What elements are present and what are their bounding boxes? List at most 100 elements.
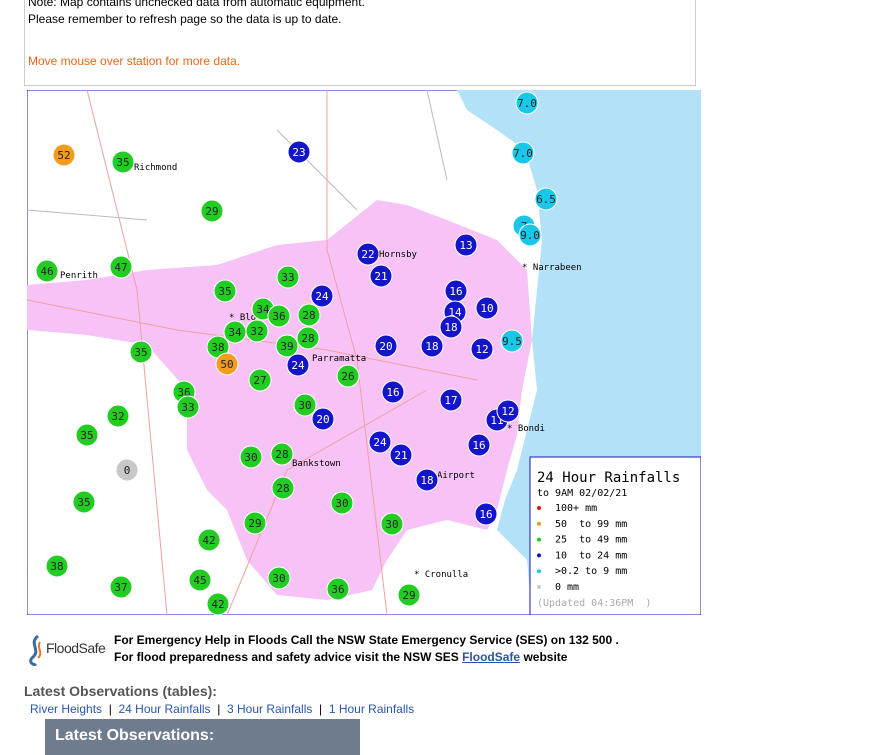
station <box>200 199 224 223</box>
obs-link[interactable]: 1 Hour Rainfalls <box>328 702 415 716</box>
station <box>326 577 350 601</box>
advice-text: For flood preparedness and safety advice… <box>114 650 567 664</box>
station <box>297 303 321 327</box>
station <box>374 334 398 358</box>
station <box>356 242 380 266</box>
urban-area <box>27 200 532 600</box>
station-value: 20 <box>316 413 329 426</box>
station <box>475 296 499 320</box>
legend-dot <box>537 585 541 589</box>
place-label: Richmond <box>134 163 177 173</box>
station-value: 20 <box>379 340 392 353</box>
station-value: 24 <box>373 436 387 449</box>
station <box>397 583 421 607</box>
station-value: 30 <box>272 572 285 585</box>
station-value: 18 <box>425 340 438 353</box>
legend-label: 0 mm <box>555 582 579 593</box>
station-value: 30 <box>385 518 398 531</box>
station-value: 16 <box>472 439 485 452</box>
station-value: 24 <box>315 290 329 303</box>
station-value: 0 <box>124 464 131 477</box>
legend-dot <box>537 569 541 574</box>
place-label: Parramatta <box>312 354 366 364</box>
station-value: 28 <box>275 448 288 461</box>
station <box>369 264 393 288</box>
station <box>35 259 59 283</box>
station <box>276 265 300 289</box>
station-value: 42 <box>202 534 215 547</box>
station-value: 12 <box>475 343 488 356</box>
station-value: 30 <box>335 497 348 510</box>
station-value: 27 <box>253 374 266 387</box>
station-value: 35 <box>80 429 93 442</box>
place-label: * Cronulla <box>414 570 468 580</box>
station <box>474 502 498 526</box>
station-value: 35 <box>77 496 90 509</box>
place-label: Bankstown <box>292 459 341 469</box>
obs-links: River Heights | 24 Hour Rainfalls | 3 Ho… <box>30 702 414 716</box>
station <box>515 91 539 115</box>
legend-label: 25 to 49 mm <box>555 535 627 546</box>
advice: For flood preparedness and safety advice… <box>114 650 463 664</box>
station <box>439 315 463 339</box>
station <box>245 319 269 343</box>
station <box>296 326 320 350</box>
station-value: 17 <box>444 394 457 407</box>
obs-link[interactable]: 3 Hour Rainfalls <box>226 702 313 716</box>
station <box>311 407 335 431</box>
station <box>470 337 494 361</box>
obs-link[interactable]: River Heights <box>30 702 103 716</box>
station-value: 30 <box>244 451 257 464</box>
station <box>275 334 299 358</box>
legend-dot <box>537 506 541 510</box>
legend-label: 10 to 24 mm <box>555 550 627 561</box>
separator: | <box>312 702 329 716</box>
obs-link[interactable]: 24 Hour Rainfalls <box>118 702 211 716</box>
station-value: 32 <box>250 325 263 338</box>
legend-updated: (Updated 04:36PM ) <box>537 598 651 609</box>
floodsafe-logo: FloodSafe <box>24 632 112 666</box>
station <box>72 490 96 514</box>
station <box>75 423 99 447</box>
station <box>381 380 405 404</box>
legend-label: >0.2 to 9 mm <box>555 566 627 577</box>
station-value: 29 <box>205 205 218 218</box>
legend-subtitle: to 9AM 02/02/21 <box>537 488 627 499</box>
station <box>286 353 310 377</box>
separator: | <box>210 702 227 716</box>
station-value: 10 <box>480 302 493 315</box>
station-value: 21 <box>394 449 407 462</box>
station-value: 24 <box>291 359 305 372</box>
station-value: 36 <box>331 583 344 596</box>
station <box>267 304 291 328</box>
station-value: 47 <box>114 261 127 274</box>
station <box>511 141 535 165</box>
station <box>215 352 239 376</box>
station <box>239 445 263 469</box>
station-value: 6.5 <box>536 193 556 206</box>
station <box>111 150 135 174</box>
separator: | <box>102 702 119 716</box>
station <box>176 395 200 419</box>
station <box>534 187 558 211</box>
place-label: Airport <box>437 471 475 481</box>
logo-icon <box>29 634 42 666</box>
station <box>287 140 311 164</box>
place-label: * Bondi <box>507 424 545 434</box>
map: Richmond Hornsby * Narrabeen Penrith * Blo Pa… <box>27 90 701 615</box>
note-box <box>24 0 696 86</box>
station-value: 34 <box>228 326 242 339</box>
legend-box <box>529 456 701 615</box>
station-value: 9.5 <box>502 335 522 348</box>
station-value: 36 <box>272 310 285 323</box>
place-label: * Blo <box>229 313 256 323</box>
station <box>115 458 139 482</box>
station <box>310 284 334 308</box>
station-value: 21 <box>374 270 387 283</box>
station-value: 35 <box>116 156 129 169</box>
floodsafe-link[interactable]: FloodSafe <box>462 650 521 664</box>
station <box>420 334 444 358</box>
station-value: 34 <box>256 303 270 316</box>
station <box>336 364 360 388</box>
